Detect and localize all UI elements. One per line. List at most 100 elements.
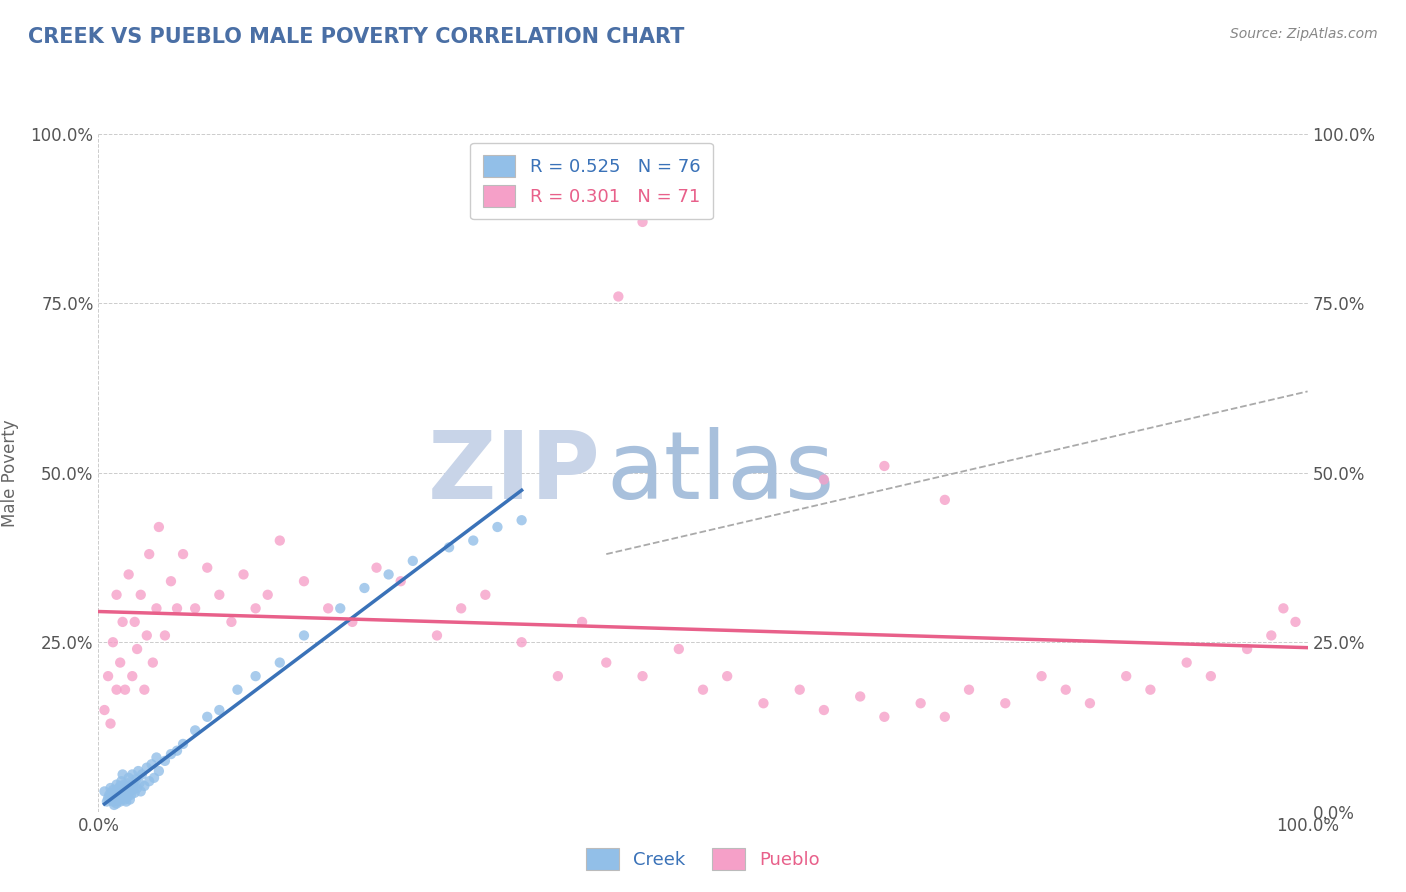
Point	[120, 788, 142, 802]
Point	[232, 567, 254, 582]
Point	[148, 520, 170, 534]
Point	[100, 716, 122, 731]
Y-axis label: Male Poverty: Male Poverty	[1, 419, 20, 526]
Point	[111, 767, 134, 781]
Point	[571, 615, 593, 629]
Point	[813, 703, 835, 717]
Point	[122, 778, 145, 792]
Point	[121, 783, 143, 797]
Text: ZIP: ZIP	[427, 426, 600, 519]
Point	[105, 588, 128, 602]
Point	[160, 574, 183, 589]
Point	[101, 795, 124, 809]
Text: CREEK VS PUEBLO MALE POVERTY CORRELATION CHART: CREEK VS PUEBLO MALE POVERTY CORRELATION…	[28, 27, 685, 46]
Point	[112, 778, 135, 792]
Point	[595, 656, 617, 670]
Point	[108, 795, 131, 809]
Point	[105, 797, 128, 811]
Point	[153, 628, 176, 642]
Point	[118, 779, 141, 793]
Point	[245, 601, 267, 615]
Point	[114, 784, 136, 798]
Point	[131, 767, 153, 781]
Point	[450, 601, 472, 615]
Point	[101, 635, 124, 649]
Point	[112, 788, 135, 802]
Point	[124, 786, 146, 800]
Point	[110, 774, 132, 789]
Point	[437, 541, 460, 555]
Point	[111, 783, 134, 797]
Point	[100, 789, 122, 804]
Point	[208, 588, 231, 602]
Point	[166, 601, 188, 615]
Point	[121, 669, 143, 683]
Point	[125, 772, 148, 787]
Point	[195, 710, 218, 724]
Point	[135, 761, 157, 775]
Point	[510, 635, 533, 649]
Point	[377, 567, 399, 582]
Point	[752, 696, 775, 710]
Point	[108, 779, 131, 793]
Point	[510, 513, 533, 527]
Point	[108, 791, 131, 805]
Point	[910, 696, 932, 710]
Point	[245, 669, 267, 683]
Point	[1199, 669, 1222, 683]
Point	[145, 601, 167, 615]
Point	[208, 703, 231, 717]
Point	[111, 615, 134, 629]
Point	[100, 792, 122, 806]
Point	[128, 776, 150, 790]
Point	[114, 682, 136, 697]
Point	[97, 791, 120, 805]
Point	[129, 588, 152, 602]
Point	[195, 560, 218, 574]
Point	[316, 601, 339, 615]
Point	[153, 754, 176, 768]
Point	[114, 792, 136, 806]
Point	[148, 764, 170, 778]
Point	[104, 788, 127, 802]
Point	[107, 794, 129, 808]
Point	[692, 682, 714, 697]
Point	[143, 771, 166, 785]
Point	[1236, 642, 1258, 657]
Point	[105, 682, 128, 697]
Point	[127, 780, 149, 795]
Point	[329, 601, 352, 615]
Point	[631, 215, 654, 229]
Point	[111, 791, 134, 805]
Point	[269, 656, 291, 670]
Point	[129, 784, 152, 798]
Point	[353, 581, 375, 595]
Point	[1054, 682, 1077, 697]
Point	[124, 615, 146, 629]
Point	[118, 792, 141, 806]
Point	[184, 601, 207, 615]
Point	[1115, 669, 1137, 683]
Point	[100, 786, 122, 800]
Point	[98, 788, 121, 802]
Point	[607, 289, 630, 303]
Point	[103, 797, 125, 812]
Point	[426, 628, 449, 642]
Point	[96, 795, 118, 809]
Point	[486, 520, 509, 534]
Point	[142, 656, 165, 670]
Point	[269, 533, 291, 548]
Point	[145, 750, 167, 764]
Point	[107, 786, 129, 800]
Point	[93, 784, 115, 798]
Point	[1031, 669, 1053, 683]
Point	[115, 780, 138, 795]
Point	[957, 682, 980, 697]
Text: Source: ZipAtlas.com: Source: ZipAtlas.com	[1230, 27, 1378, 41]
Point	[256, 588, 278, 602]
Point	[994, 696, 1017, 710]
Point	[103, 792, 125, 806]
Point	[292, 574, 315, 589]
Point	[134, 682, 156, 697]
Point	[108, 656, 131, 670]
